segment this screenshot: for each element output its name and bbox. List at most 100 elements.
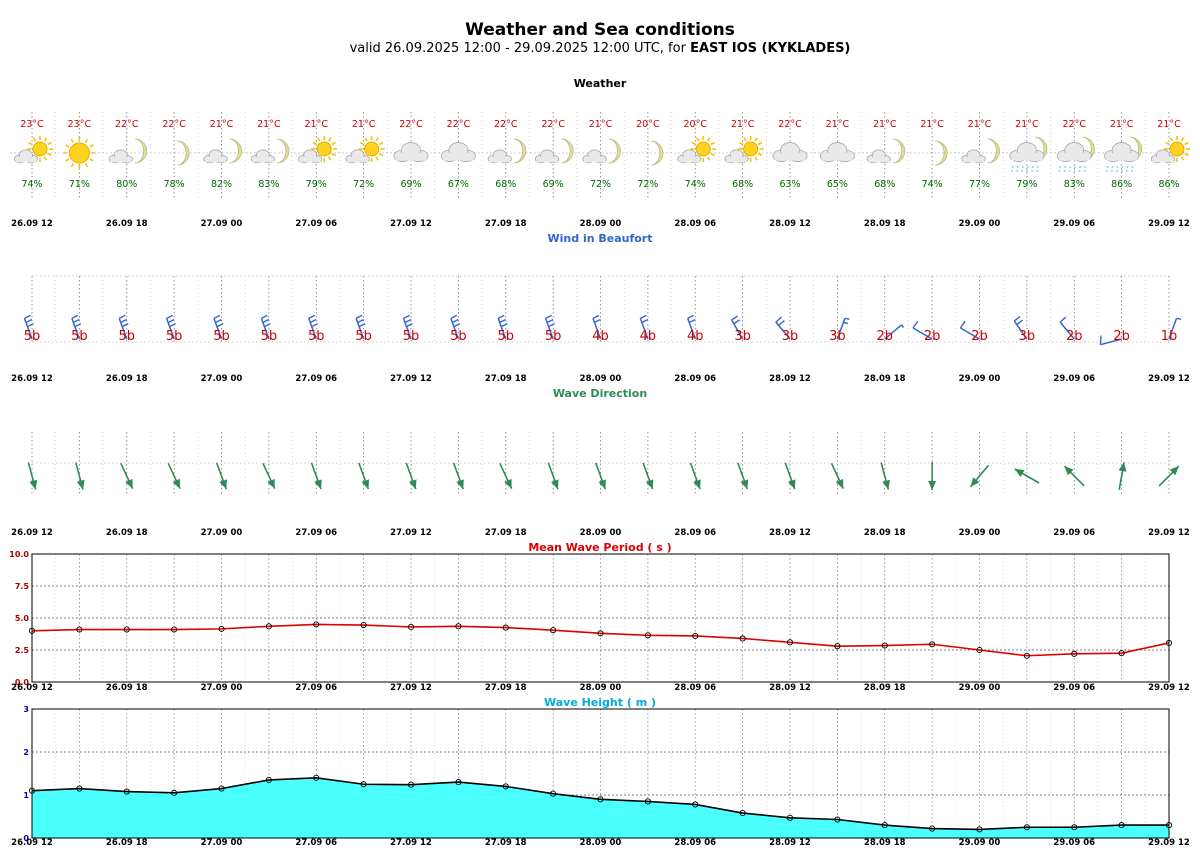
- time-tick-label: 26.09 18: [106, 838, 148, 848]
- wind-beaufort-label: 5b: [355, 329, 372, 344]
- plot-frame: [31, 708, 1170, 839]
- sun-ray: [28, 141, 33, 146]
- sun-ray: [65, 144, 70, 148]
- wind-barb-flag: [355, 314, 363, 319]
- rain-drop: [1125, 165, 1129, 174]
- time-tick-label: 28.09 12: [769, 219, 811, 229]
- wind-barb-flag: [216, 323, 224, 328]
- cloud-body: [726, 157, 748, 163]
- wind-barb-staff: [355, 318, 365, 340]
- sun-ray: [65, 158, 70, 162]
- temperature-label: 21°C: [352, 119, 376, 130]
- time-tick-label: 29.09 06: [1053, 374, 1095, 384]
- wind-barb-flag: [27, 323, 34, 328]
- sun-ray: [707, 156, 711, 161]
- wind-beaufort-label: 3b: [734, 329, 751, 344]
- humidity-label: 86%: [1111, 179, 1132, 190]
- wind-barb-flag: [261, 314, 268, 319]
- wind-beaufort-label: 5b: [308, 329, 325, 344]
- arrow-head: [361, 479, 370, 490]
- time-tick-label: 29.09 06: [1053, 219, 1095, 229]
- wind-barb-flag: [1016, 319, 1024, 326]
- wind-beaufort-label: 4b: [687, 329, 704, 344]
- sun-ray: [1169, 137, 1174, 142]
- moon-cloud-icon: [961, 138, 1000, 164]
- cloud-body: [584, 157, 605, 163]
- arrow-head: [76, 479, 85, 490]
- data-point: [739, 635, 746, 642]
- wave-height-chart: Wave Height ( m ) 0 1 2 3: [23, 696, 1173, 843]
- time-tick-label: 27.09 18: [485, 374, 527, 384]
- wind-beaufort-label: 5b: [118, 329, 135, 344]
- rain-drop: [1120, 165, 1124, 174]
- moon-crescent: [177, 140, 190, 166]
- wind-barb-flag: [308, 314, 316, 319]
- time-tick-label: 27.09 00: [201, 219, 243, 229]
- moon-crescent: [513, 138, 527, 164]
- arrow-head: [267, 478, 275, 489]
- moon-cloud-icon: [487, 138, 527, 164]
- vertical-gridlines: [31, 276, 1170, 342]
- time-tick-label: 27.09 00: [201, 683, 243, 693]
- y-tick-label: 2.5: [15, 646, 30, 655]
- sun-disc: [695, 141, 711, 157]
- time-tick-label: 29.09 00: [959, 683, 1001, 693]
- cloud-body: [205, 157, 226, 163]
- data-point: [692, 632, 699, 639]
- wind-barb: [213, 314, 224, 340]
- wind-barb-flag: [500, 323, 508, 328]
- wind-barb-staff: [884, 324, 903, 340]
- temperature-label: 21°C: [1157, 119, 1181, 130]
- sun-cloud-icon: [345, 136, 385, 164]
- moon-crescent: [935, 140, 948, 166]
- data-point: [786, 814, 794, 821]
- data-point: [786, 639, 794, 646]
- wind-barb-flag: [358, 323, 366, 328]
- time-tick-label: 28.09 12: [769, 374, 811, 384]
- data-point: [407, 781, 415, 788]
- temperature-label: 23°C: [20, 119, 44, 130]
- time-tick-label: 28.09 18: [864, 528, 906, 538]
- arrow-head: [787, 479, 796, 490]
- wind-barb: [836, 317, 850, 340]
- wind-barb-flag: [778, 320, 785, 327]
- wave-direction-arrow: [1158, 465, 1180, 487]
- time-tick-label: 26.09 12: [11, 683, 53, 693]
- wave-direction-arrow: [880, 462, 890, 490]
- cloud-body: [678, 157, 700, 163]
- time-tick-label: 27.09 18: [485, 683, 527, 693]
- sun-ray: [379, 141, 384, 146]
- cloud-body: [822, 153, 853, 161]
- moon-cloud-icon: [582, 138, 621, 164]
- wave-direction-arrow: [215, 462, 228, 490]
- humidity-label: 72%: [637, 179, 658, 190]
- wind-barb: [165, 314, 176, 340]
- arrow-head: [882, 479, 890, 490]
- sun-ray: [1184, 141, 1189, 146]
- moon-cloud-icon: [250, 138, 290, 164]
- wind-barb: [884, 324, 905, 340]
- wind-barb-staff: [260, 318, 270, 340]
- time-tick-label: 26.09 18: [106, 528, 148, 538]
- arrow-head: [1014, 469, 1025, 477]
- wind-barb-staff: [544, 318, 554, 340]
- wave-direction-arrow: [737, 462, 749, 490]
- wind-barb-staff: [1100, 338, 1122, 346]
- time-tick-label: 29.09 06: [1053, 838, 1095, 848]
- wind-barb-flag: [1176, 317, 1182, 320]
- wind-beaufort-label: 2b: [1113, 329, 1130, 344]
- data-point: [265, 623, 272, 630]
- sun-ray: [47, 141, 52, 146]
- temperature-label: 21°C: [826, 119, 850, 130]
- time-tick-label: 29.09 12: [1148, 528, 1190, 538]
- wind-barb-staff: [1013, 320, 1028, 340]
- sun-ray: [1165, 141, 1170, 146]
- temperature-label: 21°C: [1015, 119, 1039, 130]
- wind-beaufort-label: 5b: [261, 329, 278, 344]
- temperature-label: 21°C: [1110, 119, 1134, 130]
- wind-barb-flag: [450, 314, 458, 319]
- wind-barb: [1099, 335, 1122, 346]
- sun-ray: [89, 158, 94, 162]
- sun-disc: [743, 141, 759, 157]
- time-tick-label: 27.09 12: [390, 528, 432, 538]
